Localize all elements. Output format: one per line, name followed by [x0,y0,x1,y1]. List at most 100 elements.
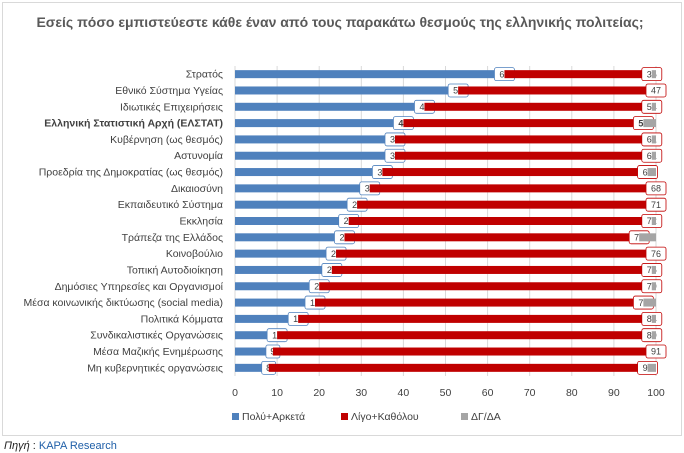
category-label: Αστυνομία [174,150,223,162]
x-tick-label: 90 [608,387,620,399]
bar-segment [235,347,273,356]
bar-segment [268,363,648,372]
bar-segment [298,314,652,323]
bar-segment [235,249,337,258]
bar-segment [458,86,656,95]
category-label: Εκπαιδευτικό Σύστημα [118,199,223,211]
bar-segment [651,151,656,160]
data-label: 71 [651,200,661,210]
bar-segment [403,119,644,128]
x-tick-label: 50 [440,387,452,399]
bar-segment [651,331,656,340]
category-label: Μέσα Μαζικής Ενημέρωσης [93,346,223,358]
bar-segment [235,151,395,160]
legend-swatch [341,413,348,420]
bar-segment [235,184,370,193]
bar-segment [235,282,320,291]
bar-segment [235,70,505,79]
category-label: Κυβέρνηση (ως θεσμός) [110,134,223,146]
x-tick-label: 100 [647,387,665,399]
bar-segment [651,265,656,274]
bar-segment [357,200,656,209]
category-label: Δικαιοσύνη [171,183,223,195]
data-label: 47 [651,86,661,96]
x-tick-label: 70 [524,387,536,399]
data-label-box [645,83,667,98]
data-label: 68 [651,184,661,194]
bar-segment [336,249,656,258]
data-label-box [645,344,667,359]
bar-segment [639,233,656,242]
bar-segment [348,217,652,225]
category-label: Μη κυβερνητικές οργανώσεις [87,362,223,374]
stacked-bar-chart: 0102030405060708090100Στρατός6435Εθνικό … [24,66,667,423]
bar-segment [235,135,395,144]
data-label-box [645,246,667,261]
category-label: Ιδιωτικές Επιχειρήσεις [120,101,223,113]
bar-segment [235,265,332,274]
x-tick-label: 10 [271,387,283,399]
bar-segment [235,168,383,177]
category-label: Μέσα κοινωνικής δικτύωσης (social media) [24,297,223,309]
x-tick-label: 20 [313,387,325,399]
legend-label: Λίγο+Καθόλου [351,411,419,423]
category-label: Εθνικό Σύστημα Υγείας [115,85,223,97]
bar-segment [651,282,656,291]
x-tick-label: 60 [482,387,494,399]
category-label: Προεδρία της Δημοκρατίας (ως θεσμός) [39,167,223,179]
bar-segment [331,265,652,274]
bar-segment [235,86,459,95]
bar-segment [651,70,656,79]
legend-label: Πολύ+Αρκετά [242,411,305,423]
legend-swatch [232,413,239,420]
bar-segment [272,347,656,356]
bar-segment [643,119,656,128]
bar-segment [235,102,425,111]
data-label-box [645,197,667,212]
bar-segment [382,168,648,177]
category-label: Στρατός [186,69,223,81]
category-label: Τοπική Αυτοδιοίκηση [127,264,223,276]
bar-segment [235,233,345,242]
bar-segment [394,151,652,160]
category-label: Δημόσιες Υπηρεσίες και Οργανισμοί [55,281,224,293]
category-label: Κοινοβούλιο [166,248,223,260]
bar-segment [277,331,652,340]
x-tick-label: 80 [566,387,578,399]
category-label: Πολιτικά Κόμματα [141,313,223,325]
category-label: Τράπεζα της Ελλάδος [122,232,223,244]
bar-segment [651,314,656,323]
category-label: Εκκλησία [180,216,223,228]
bar-segment [369,184,656,193]
bar-segment [235,119,404,128]
bar-segment [647,168,656,177]
bar-segment [235,363,269,372]
bar-segment [235,200,358,209]
bar-segment [319,282,652,291]
bar-segment [504,70,652,79]
bar-segment [235,217,349,225]
data-label: 76 [651,249,661,259]
bar-segment [314,298,644,307]
bar-segment [235,298,315,307]
bar-segment [651,217,656,225]
bar-segment [235,314,299,323]
bar-segment [424,102,652,111]
bar-segment [394,135,652,144]
source-note: Πηγή : KAPA Research [4,440,117,452]
source-label: Πηγή [4,440,30,452]
legend-swatch [461,413,468,420]
x-tick-label: 0 [232,387,238,399]
bar-segment [647,363,656,372]
bar-segment [651,135,656,144]
source-link[interactable]: KAPA Research [38,440,117,452]
source-separator: : [29,440,39,452]
bar-segment [651,102,656,111]
category-label: Συνδικαλιστικές Οργανώσεις [90,330,223,342]
legend-label: ΔΓ/ΔΑ [471,411,501,423]
chart-title: Εσείς πόσο εμπιστεύεστε κάθε έναν από το… [36,14,644,30]
data-label-box [645,181,667,196]
bar-segment [643,298,656,307]
category-label: Ελληνική Στατιστική Αρχή (ΕΛΣΤΑΤ) [44,118,223,130]
bar-segment [235,331,278,340]
